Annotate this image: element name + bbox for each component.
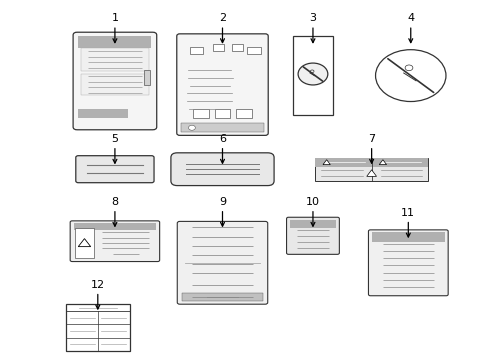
Bar <box>293 36 332 115</box>
Circle shape <box>310 70 313 73</box>
Bar <box>371 158 427 167</box>
Bar <box>371 233 444 243</box>
Text: 11: 11 <box>401 208 414 218</box>
Bar <box>214 109 230 118</box>
Bar <box>190 47 203 54</box>
Bar <box>78 109 127 118</box>
Text: 1: 1 <box>111 13 118 23</box>
Bar <box>81 48 148 71</box>
Bar <box>73 223 156 230</box>
Bar <box>181 123 264 132</box>
Polygon shape <box>78 239 90 247</box>
Text: 2: 2 <box>219 13 225 23</box>
Bar <box>75 229 94 258</box>
Bar <box>212 44 224 51</box>
Bar <box>81 74 148 95</box>
Bar <box>78 36 151 48</box>
Text: 9: 9 <box>219 197 225 207</box>
FancyBboxPatch shape <box>286 217 339 254</box>
Bar <box>315 158 371 167</box>
Circle shape <box>375 50 445 102</box>
FancyBboxPatch shape <box>177 34 267 135</box>
Polygon shape <box>366 170 376 176</box>
FancyBboxPatch shape <box>76 156 154 183</box>
Bar <box>182 293 263 301</box>
Text: 8: 8 <box>111 197 118 207</box>
Bar <box>236 109 251 118</box>
FancyBboxPatch shape <box>73 32 156 130</box>
Bar <box>315 158 427 181</box>
Polygon shape <box>322 160 330 165</box>
Text: 7: 7 <box>367 134 374 144</box>
Bar <box>143 70 149 85</box>
Text: 5: 5 <box>111 134 118 144</box>
Text: 6: 6 <box>219 134 225 144</box>
Circle shape <box>298 63 327 85</box>
Text: 3: 3 <box>309 13 316 23</box>
Circle shape <box>404 65 412 71</box>
FancyBboxPatch shape <box>368 230 447 296</box>
Circle shape <box>188 125 195 130</box>
Text: 4: 4 <box>407 13 413 23</box>
FancyBboxPatch shape <box>177 221 267 304</box>
Text: 10: 10 <box>305 197 319 207</box>
FancyBboxPatch shape <box>171 153 273 186</box>
Bar <box>247 47 261 54</box>
FancyBboxPatch shape <box>70 221 159 261</box>
Bar <box>193 109 208 118</box>
Bar <box>232 44 243 51</box>
Polygon shape <box>378 160 386 165</box>
Text: 12: 12 <box>91 280 104 290</box>
Bar <box>66 304 129 351</box>
Bar <box>289 220 335 228</box>
